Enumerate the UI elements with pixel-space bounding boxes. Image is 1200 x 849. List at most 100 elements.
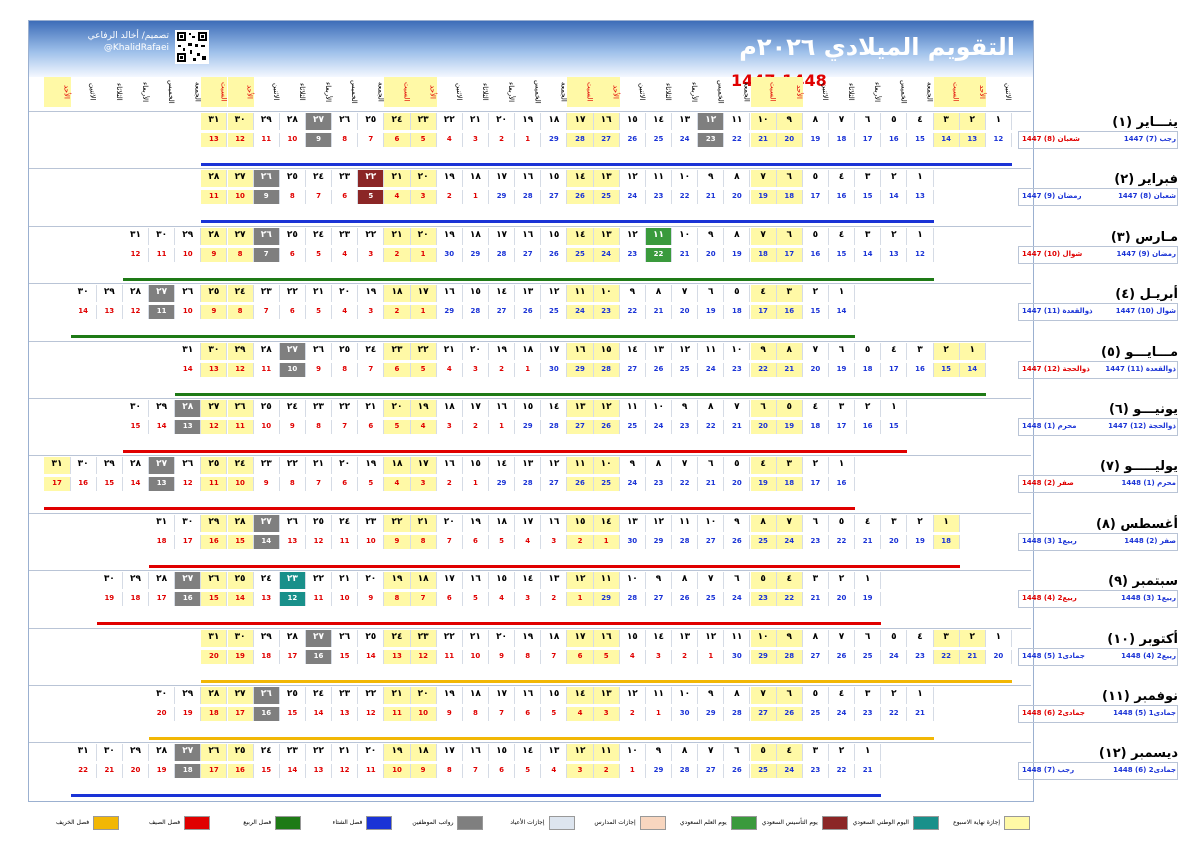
gregorian-day[interactable]: ٣٠ [149,227,176,245]
gregorian-day[interactable]: ٢٢ [279,457,306,475]
gregorian-day[interactable]: ٢٠ [489,113,516,130]
gregorian-day[interactable]: ١٧ [567,113,594,130]
gregorian-day[interactable]: ٨ [698,400,725,417]
gregorian-day[interactable]: ٢٨ [175,400,202,417]
gregorian-day[interactable]: ٢٩ [253,629,280,647]
gregorian-day[interactable]: ٢٨ [279,113,306,130]
gregorian-day[interactable]: ٢٤ [253,744,280,762]
gregorian-day[interactable]: ١٧ [489,687,516,704]
gregorian-day[interactable]: ١٦ [462,744,489,762]
gregorian-day[interactable]: ١ [959,342,986,360]
gregorian-day[interactable]: ٢٠ [332,457,359,475]
gregorian-day[interactable]: ١٩ [515,113,542,130]
gregorian-day[interactable]: ١ [828,285,856,303]
gregorian-day[interactable]: ٢١ [384,687,411,704]
gregorian-day[interactable]: ١٥ [541,227,568,245]
gregorian-day[interactable]: ٨ [724,170,751,188]
gregorian-day[interactable]: ٦ [724,744,751,762]
gregorian-day[interactable]: ٢٥ [227,744,254,762]
gregorian-day[interactable]: ٢٩ [201,514,228,532]
gregorian-day[interactable]: ٢ [855,400,882,417]
gregorian-day[interactable]: ٣ [802,572,829,590]
gregorian-day[interactable]: ١٣ [567,400,594,417]
gregorian-day[interactable]: ٢٣ [279,572,306,590]
gregorian-day[interactable]: ٢ [907,514,934,532]
gregorian-day[interactable]: ٨ [802,629,829,647]
gregorian-day[interactable]: ٢١ [332,572,359,590]
gregorian-day[interactable]: ١٨ [410,572,437,590]
gregorian-day[interactable]: ٢٧ [175,572,202,590]
gregorian-day[interactable]: ٢٧ [305,113,333,130]
gregorian-day[interactable]: ٢ [802,457,829,475]
gregorian-day[interactable]: ٩ [619,457,646,475]
gregorian-day[interactable]: ٦ [724,572,751,590]
gregorian-day[interactable]: ١٤ [567,227,594,245]
gregorian-day[interactable]: ١٣ [541,572,568,590]
gregorian-day[interactable]: ٢٨ [122,457,150,475]
gregorian-day[interactable]: ٣ [933,629,960,647]
gregorian-day[interactable]: ٢٦ [253,227,280,245]
gregorian-day[interactable]: ١٣ [645,342,673,360]
gregorian-day[interactable]: ١٢ [672,342,699,360]
gregorian-day[interactable]: ١٤ [489,285,516,303]
gregorian-day[interactable]: ٢٥ [305,514,333,532]
gregorian-day[interactable]: ٥ [724,285,751,303]
gregorian-day[interactable]: ٦ [828,342,856,360]
gregorian-day[interactable]: ١٢ [541,457,568,475]
gregorian-day[interactable]: ٩ [776,113,803,130]
gregorian-day[interactable]: ٢٦ [279,514,306,532]
gregorian-day[interactable]: ٩ [724,514,751,532]
gregorian-day[interactable]: ١٦ [515,170,542,188]
gregorian-day[interactable]: ١٣ [593,170,620,188]
gregorian-day[interactable]: ١٠ [698,514,725,532]
gregorian-day[interactable]: ٢٣ [410,113,437,130]
gregorian-day[interactable]: ٢١ [436,342,463,360]
gregorian-day[interactable]: ١ [881,400,908,417]
gregorian-day[interactable]: ٢٠ [436,514,463,532]
gregorian-day[interactable]: ١٩ [358,285,385,303]
gregorian-day[interactable]: ١٠ [750,113,777,130]
gregorian-day[interactable]: ٩ [645,572,673,590]
gregorian-day[interactable]: ٢٠ [358,744,385,762]
gregorian-day[interactable]: ١٦ [436,285,463,303]
gregorian-day[interactable]: ٩ [776,629,803,647]
gregorian-day[interactable]: ١٥ [462,285,489,303]
gregorian-day[interactable]: ١٢ [619,227,646,245]
gregorian-day[interactable]: ٢٠ [358,572,385,590]
gregorian-day[interactable]: ٧ [672,285,699,303]
gregorian-day[interactable]: ١٩ [515,629,542,647]
gregorian-day[interactable]: ٣ [855,227,882,245]
gregorian-day[interactable]: ١٠ [672,170,699,188]
gregorian-day[interactable]: ١٨ [384,285,411,303]
gregorian-day[interactable]: ١٤ [567,687,594,704]
gregorian-day[interactable]: ١٤ [619,342,646,360]
gregorian-day[interactable]: ٢ [881,227,908,245]
gregorian-day[interactable]: ٢٣ [332,227,359,245]
gregorian-day[interactable]: ٩ [698,227,725,245]
gregorian-day[interactable]: ٩ [698,170,725,188]
gregorian-day[interactable]: ٥ [802,170,829,188]
gregorian-day[interactable]: ٢٤ [384,629,411,647]
gregorian-day[interactable]: ٢٢ [358,227,385,245]
gregorian-day[interactable]: ٢١ [305,457,333,475]
gregorian-day[interactable]: ٨ [724,687,751,704]
gregorian-day[interactable]: ١٤ [645,629,673,647]
gregorian-day[interactable]: ٢١ [462,629,489,647]
gregorian-day[interactable]: ٨ [672,572,699,590]
gregorian-day[interactable]: ١٤ [593,514,620,532]
gregorian-day[interactable]: ٢٤ [279,400,306,417]
gregorian-day[interactable]: ٣١ [44,457,71,475]
gregorian-day[interactable]: ١٨ [384,457,411,475]
gregorian-day[interactable]: ٦ [802,514,829,532]
gregorian-day[interactable]: ١٠ [672,227,699,245]
gregorian-day[interactable]: ٣١ [201,629,228,647]
gregorian-day[interactable]: ٢٣ [253,285,280,303]
gregorian-day[interactable]: ٢ [881,687,908,704]
gregorian-day[interactable]: ١١ [645,687,673,704]
gregorian-day[interactable]: ٢٨ [253,342,280,360]
gregorian-day[interactable]: ٢٤ [305,170,333,188]
gregorian-day[interactable]: ٥ [750,572,777,590]
gregorian-day[interactable]: ٧ [802,342,829,360]
gregorian-day[interactable]: ١٢ [698,629,725,647]
gregorian-day[interactable]: ٢٥ [279,687,306,704]
